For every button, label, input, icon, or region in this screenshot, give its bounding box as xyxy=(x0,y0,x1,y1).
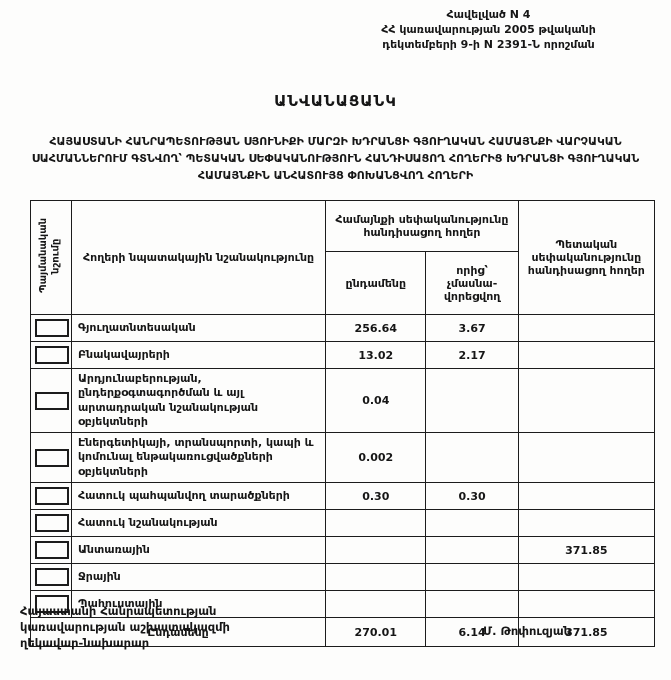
legend-symbol-cell xyxy=(30,536,72,565)
legend-box xyxy=(35,595,69,614)
community-nonprivatizable-value xyxy=(425,536,519,565)
table-row: Հատուկ պահպանվող տարածքների 0.30 0.30 xyxy=(30,482,656,511)
total-community-total: 270.01 xyxy=(325,617,427,648)
community-total-value: 0.04 xyxy=(325,367,427,434)
signatory-line: ղեկավար-նախարար xyxy=(20,636,150,651)
document-subtitle: ՀԱՅԱՍՏԱՆԻ ՀԱՆՐԱՊԵՏՈՒԹՅԱՆ ՍՅՈՒՆԻՔԻ ՄԱՐԶԻ … xyxy=(31,135,640,183)
total-label: Ընդամենը xyxy=(29,617,327,648)
land-purpose-label: Հատուկ նշանակության xyxy=(70,509,327,538)
state-value xyxy=(517,314,656,342)
table-row: Հատուկ նշանակության xyxy=(30,509,656,538)
land-purpose-label: Արդյունաբերության, ընդերքօգտագործման և ա… xyxy=(70,367,327,434)
column-header-symbol: Պայմանական նշումը xyxy=(30,200,72,315)
community-nonprivatizable-value xyxy=(425,367,519,434)
state-value xyxy=(517,432,656,484)
legend-symbol-cell xyxy=(30,482,72,511)
legend-box xyxy=(35,514,69,533)
community-total-value: 256.64 xyxy=(325,314,427,342)
column-header-community-total: ընդամենը xyxy=(325,251,427,315)
community-nonprivatizable-value xyxy=(425,509,519,538)
legend-symbol-cell xyxy=(30,590,72,619)
legend-box xyxy=(35,448,69,467)
legend-symbol-cell xyxy=(30,314,72,342)
table-row: Գյուղատնտեսական 256.64 3.67 xyxy=(30,314,656,342)
community-total-value: 0.30 xyxy=(325,482,427,511)
appendix-number: Հավելված N 4 xyxy=(446,8,531,21)
state-value xyxy=(517,367,656,434)
community-total-value xyxy=(325,563,427,592)
land-purpose-label: Հատուկ պահպանվող տարածքների xyxy=(70,482,327,511)
community-total-value xyxy=(325,536,427,565)
community-nonprivatizable-value: 3.67 xyxy=(425,314,519,342)
land-purpose-label: Պահուստային xyxy=(70,590,327,619)
page-footer: Հայաստանի Հանրապետության կառավարության ա… xyxy=(20,603,661,651)
table-header: Պայմանական նշումը Հողերի նպատակային նշան… xyxy=(30,200,656,315)
appendix-decree-line: ՀՀ կառավարության 2005 թվականի xyxy=(381,22,596,36)
community-total-value: 13.02 xyxy=(325,341,427,369)
appendix-header: Հավելված N 4 ՀՀ կառավարության 2005 թվակա… xyxy=(316,8,661,53)
land-purpose-label: Անտառային xyxy=(70,536,327,565)
column-header-community-group: Համայնքի սեփականությունը հանդիսացող հողե… xyxy=(325,200,519,252)
page-title: ԱՆՎԱՆԱՑԱՆԿ xyxy=(274,92,397,110)
land-purpose-label: Էներգետիկայի, տրանսպորտի, կապի և կոմունա… xyxy=(70,432,327,484)
community-nonprivatizable-value: 2.17 xyxy=(425,341,519,369)
land-purpose-label: Բնակավայրերի xyxy=(70,341,327,369)
signature-name: Մ. Թոփուզյան xyxy=(483,624,571,639)
community-total-value xyxy=(325,509,427,538)
community-nonprivatizable-value: 0.30 xyxy=(425,482,519,511)
community-nonprivatizable-value xyxy=(425,563,519,592)
total-row: Ընդամենը 270.01 6.14 371.85 xyxy=(29,617,656,648)
table-row: Արդյունաբերության, ընդերքօգտագործման և ա… xyxy=(30,367,656,434)
community-nonprivatizable-value xyxy=(425,432,519,484)
legend-box xyxy=(35,391,69,410)
land-purpose-label: Ջրային xyxy=(70,563,327,592)
legend-symbol-cell xyxy=(30,432,72,484)
total-state: 371.85 xyxy=(517,617,656,648)
state-value xyxy=(517,482,656,511)
signatory-line: կառավարության աշխատակազմի xyxy=(20,620,230,635)
legend-box xyxy=(35,319,69,337)
land-purpose-label: Գյուղատնտեսական xyxy=(70,314,327,342)
legend-symbol-cell xyxy=(30,367,72,434)
signatory-title: Հայաստանի Հանրապետության կառավարության ա… xyxy=(20,603,230,651)
table-row: Ջրային xyxy=(30,563,656,592)
state-value xyxy=(517,563,656,592)
land-parcels-table: Պայմանական նշումը Հողերի նպատակային նշան… xyxy=(29,200,656,648)
signatory-line: Հայաստանի Հանրապետության xyxy=(20,604,217,618)
legend-box xyxy=(35,541,69,560)
table-row: Բնակավայրերի 13.02 2.17 xyxy=(30,341,656,369)
table-row: Անտառային 371.85 xyxy=(30,536,656,565)
column-header-community-nonprivatizable: որից՝ չմասնա­վորեցվող xyxy=(425,251,519,315)
legend-symbol-cell xyxy=(30,563,72,592)
legend-box xyxy=(35,346,69,364)
legend-box xyxy=(35,487,69,506)
state-value xyxy=(517,341,656,369)
state-value: 371.85 xyxy=(517,536,656,565)
table-row: Էներգետիկայի, տրանսպորտի, կապի և կոմունա… xyxy=(30,432,656,484)
legend-symbol-cell xyxy=(30,341,72,369)
column-header-state: Պետական սեփականությունը հանդիսացող հողեր xyxy=(517,200,656,315)
state-value xyxy=(517,509,656,538)
legend-symbol-cell xyxy=(30,509,72,538)
appendix-decree-date: դեկտեմբերի 9-ի N 2391-Ն որոշման xyxy=(382,37,595,51)
legend-box xyxy=(35,568,69,587)
community-total-value xyxy=(325,590,427,619)
community-total-value: 0.002 xyxy=(325,432,427,484)
table-body: Գյուղատնտեսական 256.64 3.67 Բնակավայրերի 13.… xyxy=(30,314,656,619)
column-header-purpose: Հողերի նպատակային նշանակությունը xyxy=(70,200,327,315)
